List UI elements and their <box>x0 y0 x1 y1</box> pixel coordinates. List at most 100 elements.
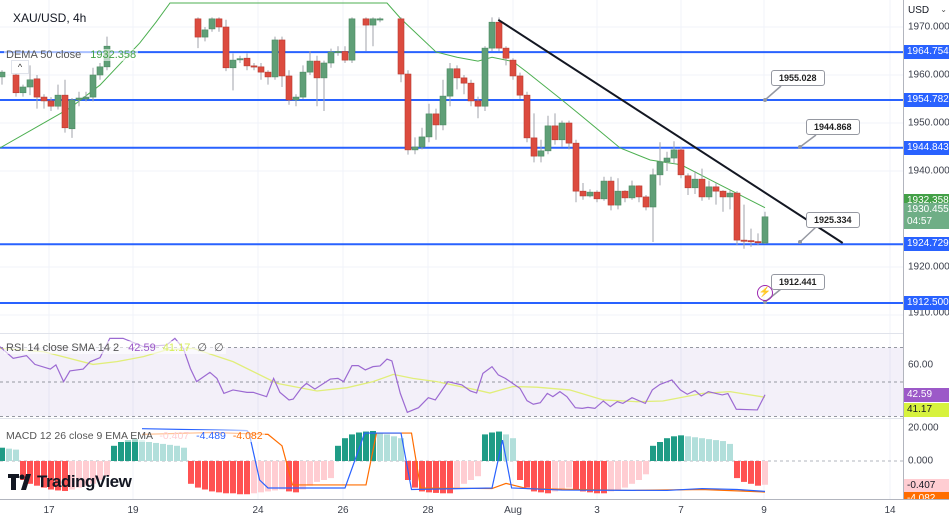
candle-body <box>439 95 447 126</box>
dema-legend[interactable]: DEMA 50 close 1932.358 <box>4 49 139 61</box>
macd-histogram-bar <box>678 435 684 461</box>
candle <box>635 185 643 203</box>
time-tick-label: 26 <box>337 505 349 516</box>
macd-histogram-bar <box>391 436 397 461</box>
macd-histogram-bar <box>440 461 446 494</box>
lightning-icon[interactable]: ⚡ <box>757 285 773 301</box>
collapse-legend-button[interactable]: ^ <box>11 60 29 74</box>
price-callout[interactable]: 1912.441 <box>771 274 825 290</box>
candle-body <box>327 51 335 64</box>
candle-body <box>530 137 538 157</box>
pane-divider[interactable] <box>0 333 949 334</box>
candle-body <box>229 59 237 69</box>
candle <box>663 151 671 171</box>
candle <box>474 96 482 119</box>
candle-body <box>236 58 244 61</box>
macd-histogram-bar <box>629 461 635 484</box>
rsi-legend-value: 42.59 <box>128 342 156 354</box>
candle <box>453 65 461 90</box>
candle-body <box>96 66 104 76</box>
candle <box>677 147 685 179</box>
candle <box>747 228 755 247</box>
currency-dropdown[interactable]: USD ⌄ <box>903 0 949 22</box>
macd-histogram-bar <box>580 461 586 492</box>
macd-histogram-bar <box>489 432 495 461</box>
macd-line-legend-value: -4.489 <box>196 430 226 442</box>
candle-body <box>432 113 440 126</box>
macd-histogram-bar <box>279 461 285 490</box>
pane-divider[interactable] <box>0 418 949 419</box>
candle <box>285 70 293 105</box>
candle-body <box>726 192 734 198</box>
price-callout[interactable]: 1944.868 <box>806 119 860 135</box>
price-tag: 1954.782 <box>904 93 949 108</box>
candle-body <box>264 71 272 78</box>
candle <box>19 84 27 97</box>
candle <box>194 17 202 49</box>
macd-histogram-bar <box>300 461 306 490</box>
candle-body <box>397 18 405 75</box>
tradingview-logo[interactable]: TradingView <box>8 472 132 492</box>
callout-pointer <box>764 85 782 101</box>
rsi-tick-label: 60.00 <box>908 359 934 371</box>
candle <box>544 115 552 155</box>
candle <box>236 55 244 63</box>
price-tick-label: 1910.000 <box>908 307 949 319</box>
candle-body <box>460 77 468 84</box>
candle <box>201 27 209 42</box>
candle <box>250 63 258 71</box>
macd-tag: -0.407 <box>904 479 949 493</box>
macd-histogram-bar <box>426 461 432 493</box>
rsi-pane[interactable] <box>0 334 903 418</box>
macd-histogram-bar <box>202 461 208 490</box>
macd-histogram-bar <box>720 441 726 461</box>
symbol-title[interactable]: XAU/USD, 4h <box>13 11 87 25</box>
callout-anchor <box>798 145 802 149</box>
candle-body <box>418 136 426 148</box>
macd-histogram-bar <box>230 461 236 494</box>
macd-histogram-bar <box>671 436 677 461</box>
macd-histogram-bar <box>146 442 152 461</box>
price-axis[interactable]: 1970.000 1960.000 1950.000 1940.000 1920.000… <box>903 0 949 506</box>
candle-body <box>334 51 342 53</box>
callout-anchor <box>798 240 802 244</box>
currency-label: USD <box>908 5 930 16</box>
macd-pane[interactable] <box>0 419 903 499</box>
candle-body <box>257 66 265 73</box>
candle-body <box>215 18 223 28</box>
dema-legend-label: DEMA 50 close <box>6 49 82 61</box>
candle <box>334 46 342 56</box>
macd-histogram-bar <box>454 461 460 488</box>
candle-body <box>362 18 370 26</box>
candle <box>299 65 307 99</box>
candle-body <box>481 47 489 107</box>
candle <box>614 178 622 210</box>
candle-body <box>600 180 608 200</box>
candle <box>488 17 496 51</box>
chart-plot-area[interactable]: XAU/USD, 4h DEMA 50 close 1932.358 ^ RSI… <box>0 0 903 499</box>
candle <box>278 36 286 87</box>
macd-histogram-bar <box>538 461 544 493</box>
candle <box>271 36 279 80</box>
macd-histogram-bar <box>335 445 341 461</box>
price-callout[interactable]: 1925.334 <box>806 212 860 228</box>
macd-histogram-bar <box>41 461 47 488</box>
candle <box>257 63 265 80</box>
macd-histogram-bar <box>69 461 75 490</box>
rsi-legend[interactable]: RSI 14 close SMA 14 2 42.59 41.17 ∅ ∅ <box>4 341 226 354</box>
candle-body <box>523 94 531 139</box>
candle <box>600 176 608 201</box>
candle <box>26 65 34 96</box>
candle <box>761 211 769 244</box>
candle-body <box>453 68 461 79</box>
price-tick-label: 1940.000 <box>908 165 949 177</box>
macd-histogram-bar <box>223 461 229 494</box>
macd-legend[interactable]: MACD 12 26 close 9 EMA EMA -0.407 -4.489… <box>4 430 265 442</box>
time-axis[interactable]: 17 19 24 26 28 Aug 3 7 9 14 <box>0 499 949 519</box>
candle-body <box>691 178 699 189</box>
macd-histogram-bar <box>692 437 698 461</box>
price-callout[interactable]: 1955.028 <box>771 70 825 86</box>
macd-histogram-bar <box>377 432 383 461</box>
candle <box>656 142 664 186</box>
price-tag: 1930.455 04:57 <box>904 203 949 229</box>
